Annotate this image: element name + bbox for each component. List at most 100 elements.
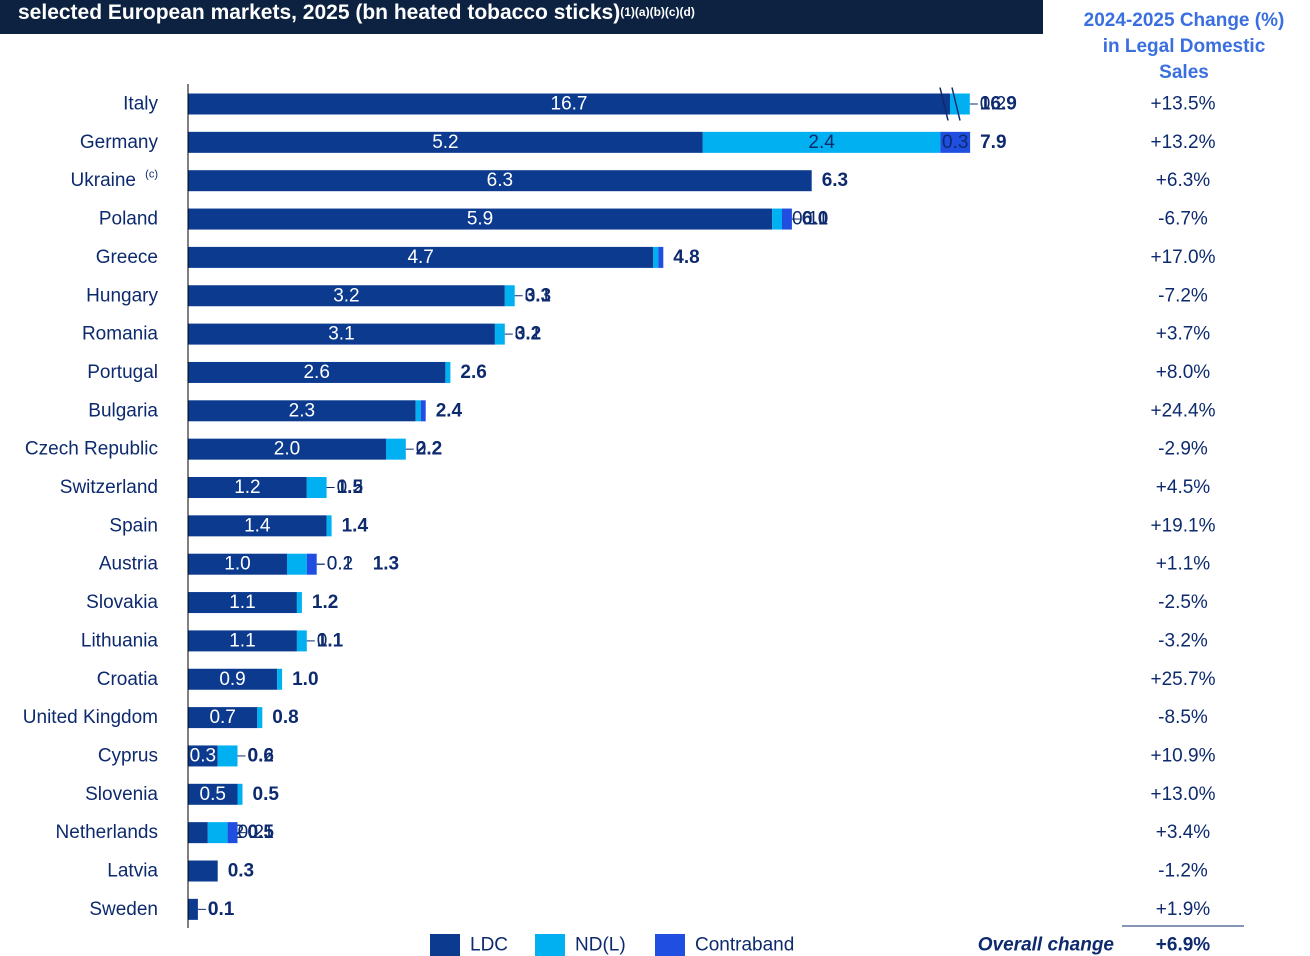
category-label: Portugal [87, 362, 158, 383]
legend-label: Contraband [695, 935, 794, 956]
change-value: +13.2% [1151, 132, 1216, 153]
bar-segment-ldc [188, 707, 258, 729]
data-label: 0.1 [248, 822, 274, 843]
category-label: Poland [99, 209, 158, 230]
category-label: Cyprus [98, 745, 158, 766]
title-bar: selected European markets, 2025 (bn heat… [0, 0, 1043, 34]
data-label: 5.2 [432, 132, 458, 153]
total-label: 1.4 [342, 515, 369, 536]
bar-segment-ndl [207, 822, 228, 844]
total-label: 2.4 [436, 400, 463, 421]
bar-segment-ldc [188, 515, 327, 537]
category-label: Italy [123, 94, 158, 115]
data-label: 0.3 [190, 745, 216, 766]
category-label: Latvia [107, 861, 158, 882]
change-column-header: 2024-2025 Change (%) in Legal Domestic S… [1083, 10, 1285, 83]
category-label: Czech Republic [25, 439, 158, 460]
category-label: United Kingdom [23, 707, 158, 728]
bar-segment-ldc [188, 668, 278, 690]
change-value: +24.4% [1151, 400, 1216, 421]
total-label: 0.1 [208, 899, 235, 920]
change-value: +3.7% [1156, 324, 1211, 345]
category-label: Germany [80, 132, 159, 153]
change-value: +1.1% [1156, 554, 1211, 575]
bar-segment-ndl [326, 515, 332, 537]
bar-segment-ndl [415, 400, 421, 422]
bar-segment-ldc [188, 323, 495, 345]
total-label: 1.2 [312, 592, 338, 613]
data-label: 2.4 [808, 132, 835, 153]
legend-label: LDC [470, 935, 508, 956]
bar-segment-ndl [445, 361, 451, 383]
data-label: 16.7 [551, 94, 588, 115]
bar-segment-ldc [188, 361, 446, 383]
data-label: 0.1 [792, 209, 818, 230]
change-value: -8.5% [1158, 707, 1208, 728]
category-label: Sweden [89, 899, 158, 920]
change-value: +3.4% [1156, 822, 1211, 843]
data-label: 1.0 [224, 554, 250, 575]
legend-swatch [535, 934, 565, 956]
category-label: Romania [82, 324, 158, 345]
data-label: 3.2 [333, 285, 359, 306]
category-label: Spain [109, 515, 158, 536]
category-label: Lithuania [81, 630, 159, 651]
category-superscript: (c) [145, 169, 158, 181]
data-label: 2.6 [303, 362, 329, 383]
total-label: 0.5 [248, 822, 275, 843]
bar-segment-ndl [257, 707, 263, 729]
chart-title-superscript: (1)(a)(b)(c)(d) [620, 5, 695, 19]
category-label: Croatia [97, 669, 159, 690]
bar-segment-ldc [188, 860, 218, 882]
bar-segment-contraband [420, 400, 426, 422]
data-label: 0.1 [802, 209, 828, 230]
bar-segment-ldc [188, 131, 703, 153]
total-label: 1.0 [292, 669, 318, 690]
bar-segment-ldc [188, 783, 238, 805]
data-label: 2.0 [274, 439, 300, 460]
axis-break-mark [939, 87, 949, 121]
bar-segment-ndl [277, 668, 283, 690]
change-value: -3.2% [1158, 630, 1208, 651]
data-label: 0.2 [327, 554, 353, 575]
change-value: +10.9% [1151, 745, 1216, 766]
bar-segment-ldc [188, 553, 287, 575]
chart-title: selected European markets, 2025 (bn heat… [18, 1, 695, 25]
change-value: +8.0% [1156, 362, 1211, 383]
change-value: -1.2% [1158, 861, 1208, 882]
total-label: 0.3 [228, 861, 254, 882]
bar-segment-ldc [188, 285, 505, 307]
bar-segment-ndl [287, 553, 307, 575]
data-label: 5.9 [467, 209, 493, 230]
data-label: 0.9 [219, 669, 245, 690]
change-value: +13.5% [1151, 94, 1216, 115]
bar-segment-contraband [782, 208, 792, 230]
total-label: 4.8 [673, 247, 699, 268]
change-value: -2.5% [1158, 592, 1208, 613]
bar-segment-ndl [217, 745, 238, 767]
bar-segment-ndl [296, 592, 302, 614]
total-label: 6.3 [822, 170, 848, 191]
category-label: Austria [99, 554, 159, 575]
total-label: 1.1 [317, 630, 344, 651]
change-value: +6.3% [1156, 170, 1211, 191]
total-label: 16.9 [980, 94, 1017, 115]
bar-segment-contraband [227, 822, 238, 844]
data-label: 0.2 [416, 439, 442, 460]
data-label: 3.1 [328, 324, 354, 345]
bar-segment-contraband [940, 131, 971, 153]
category-label: Hungary [86, 285, 158, 306]
bar-segment-ldc [188, 477, 307, 498]
data-label: 1.2 [234, 477, 260, 498]
total-label: 2.6 [460, 362, 486, 383]
total-label: 2.2 [416, 439, 442, 460]
category-label: Slovakia [86, 592, 158, 613]
total-label: 6.0 [802, 209, 828, 230]
category-label: Ukraine [71, 170, 136, 191]
total-label: 0.5 [253, 784, 280, 805]
bar-segment-ldc [188, 898, 198, 920]
bar-segment-ndl [702, 131, 941, 153]
overall-change-label: Overall change [978, 935, 1115, 956]
change-value: +17.0% [1151, 247, 1216, 268]
change-value: -6.7% [1158, 209, 1208, 230]
